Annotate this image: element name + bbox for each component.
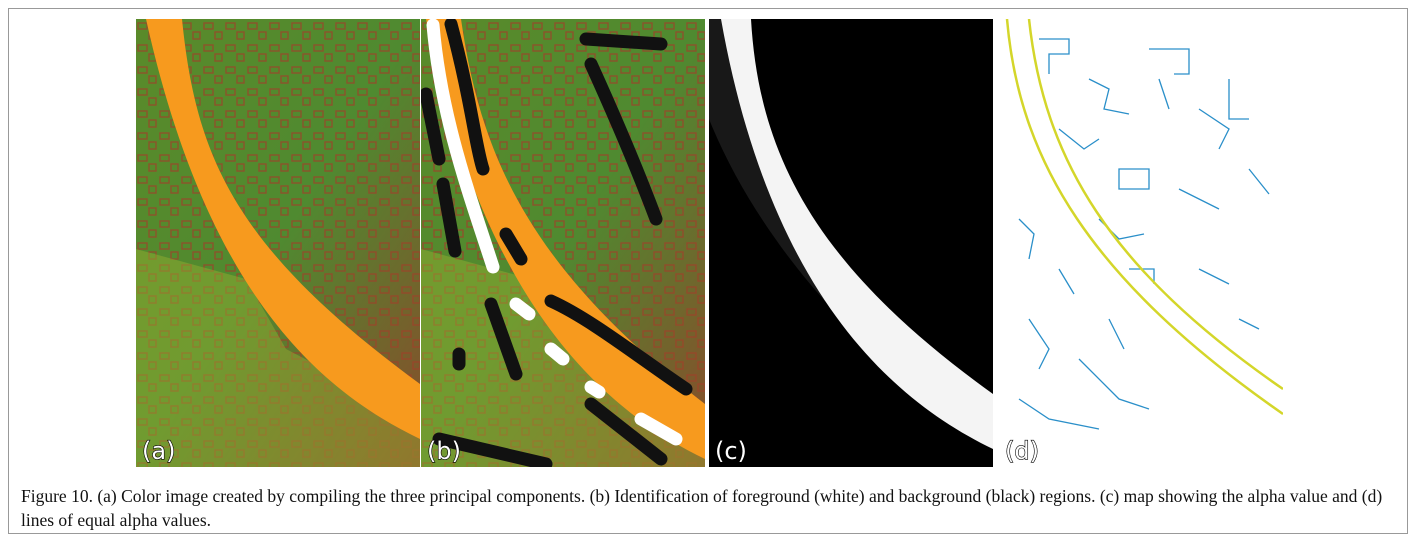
panel-label: (a) <box>142 437 175 465</box>
panel-label: (d) <box>1005 437 1039 465</box>
panel-d-image: (d) <box>999 19 1283 467</box>
panel-label: (c) <box>715 437 747 465</box>
figure-frame: (a) (b) (c) (d) Figure 10. (a) Color ima… <box>8 8 1408 534</box>
figure-caption: Figure 10. (a) Color image created by co… <box>21 484 1391 532</box>
panel-b-image: (b) <box>421 19 705 467</box>
panel-c-image: (c) <box>709 19 993 467</box>
panel-label: (b) <box>427 437 461 465</box>
page: {"panels": [{"label": "(a)"}, {"label": … <box>0 0 1418 538</box>
panel-a-image: (a) <box>136 19 420 467</box>
